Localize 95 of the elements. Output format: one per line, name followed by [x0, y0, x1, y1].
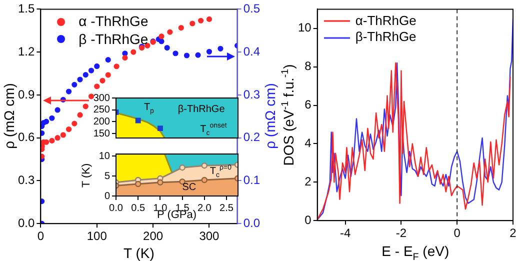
x-tick-label: -4 — [340, 226, 351, 240]
y-tick-label: 0.9 — [18, 87, 35, 102]
point — [105, 57, 111, 63]
y-tick-label: 0 — [104, 190, 110, 202]
x-tick-label: 100 — [86, 229, 108, 244]
y2-tick-label: 0.1 — [243, 173, 260, 188]
x-tick-label: 200 — [143, 229, 164, 244]
point — [122, 50, 128, 56]
point — [135, 118, 141, 124]
point — [77, 112, 83, 118]
point — [54, 135, 60, 141]
annotation: β-ThRhGe — [178, 104, 225, 115]
point — [190, 20, 196, 26]
point — [184, 52, 190, 58]
point — [66, 88, 72, 94]
point — [40, 198, 45, 204]
point — [135, 180, 142, 188]
x-tick-label: 0.5 — [131, 202, 146, 214]
y-tick-label: 250 — [93, 104, 110, 116]
y-tick-label: 300 — [93, 92, 110, 104]
point — [198, 18, 204, 24]
legend-label: α-ThRhGe — [355, 13, 416, 30]
point — [66, 126, 72, 132]
y2-tick-label: 0.4 — [243, 44, 260, 58]
y-tick-label: 6 — [304, 98, 312, 112]
y-tick-label: 1.5 — [18, 2, 35, 16]
y-tick-label: 0.3 — [18, 173, 35, 188]
point — [49, 115, 55, 121]
point — [60, 132, 66, 138]
point — [82, 104, 88, 110]
x-tick-label: 2.0 — [197, 202, 212, 214]
point — [54, 107, 60, 113]
x-axis-title: E - E$_{F}$ (eV) — [382, 243, 450, 261]
point — [172, 50, 178, 56]
y-tick-label: 0.0 — [18, 216, 35, 230]
point — [218, 46, 224, 52]
y2-tick-label: 0.0 — [243, 216, 260, 230]
y-tick-label: 0 — [304, 212, 312, 227]
x-tick-label: 2 — [510, 226, 517, 240]
point — [114, 64, 120, 70]
x-tick-label: 2.5 — [220, 202, 234, 214]
x-tick-label: 0 — [37, 229, 44, 244]
y-tick-label: 0.6 — [18, 130, 35, 144]
x-tick-label: -2 — [396, 226, 407, 240]
point — [157, 126, 163, 132]
x-axis-title: T (K) — [124, 244, 154, 260]
y-tick-label: 5 — [104, 170, 110, 182]
point — [49, 138, 55, 144]
point — [40, 154, 45, 160]
point — [77, 76, 83, 82]
point — [94, 63, 100, 70]
y2-tick-label: 0.3 — [243, 87, 260, 102]
annotation: SC — [182, 182, 196, 194]
y2-tick-label: 0.5 — [243, 2, 260, 16]
y-axis-title: T (K) — [80, 162, 93, 188]
point — [72, 120, 78, 126]
point — [94, 84, 100, 90]
point — [122, 55, 128, 61]
y-tick-label: 10 — [298, 20, 312, 35]
point — [164, 44, 170, 51]
y-tick-label: 10 — [98, 150, 110, 162]
y2-tick-label: 0.2 — [243, 130, 260, 144]
point — [88, 68, 94, 74]
point — [100, 78, 106, 84]
point — [201, 176, 208, 184]
point — [82, 72, 88, 78]
y-tick-label: 8 — [304, 59, 312, 74]
point — [178, 24, 184, 31]
y-tick-label: 4 — [304, 136, 312, 150]
y-tick-label: 200 — [93, 116, 110, 128]
point — [201, 162, 208, 169]
point — [105, 72, 111, 78]
point — [195, 52, 201, 58]
x-tick-label: 0 — [454, 226, 461, 240]
point — [44, 118, 50, 124]
point — [130, 49, 136, 55]
y2-axis-title: ρ (mΩ cm) — [262, 83, 278, 150]
y-tick-label: 1.2 — [18, 44, 35, 58]
y-tick-label: 150 — [93, 128, 110, 140]
y-axis-title: ρ (mΩ cm) — [0, 83, 17, 150]
point — [158, 34, 164, 40]
point — [206, 48, 212, 54]
point — [157, 179, 164, 186]
point — [158, 38, 164, 44]
point — [72, 82, 78, 88]
legend-label: α -ThRhGe — [78, 13, 148, 31]
annotation: T$_{p}$ — [144, 102, 154, 116]
y-tick-label: 2 — [304, 174, 312, 188]
point — [206, 16, 212, 22]
legend-label: β-ThRhGe — [355, 29, 416, 46]
legend-label: β -ThRhGe — [78, 30, 148, 48]
x-tick-label: 300 — [199, 229, 220, 244]
point — [167, 29, 173, 35]
point — [40, 130, 45, 136]
point — [179, 164, 186, 171]
